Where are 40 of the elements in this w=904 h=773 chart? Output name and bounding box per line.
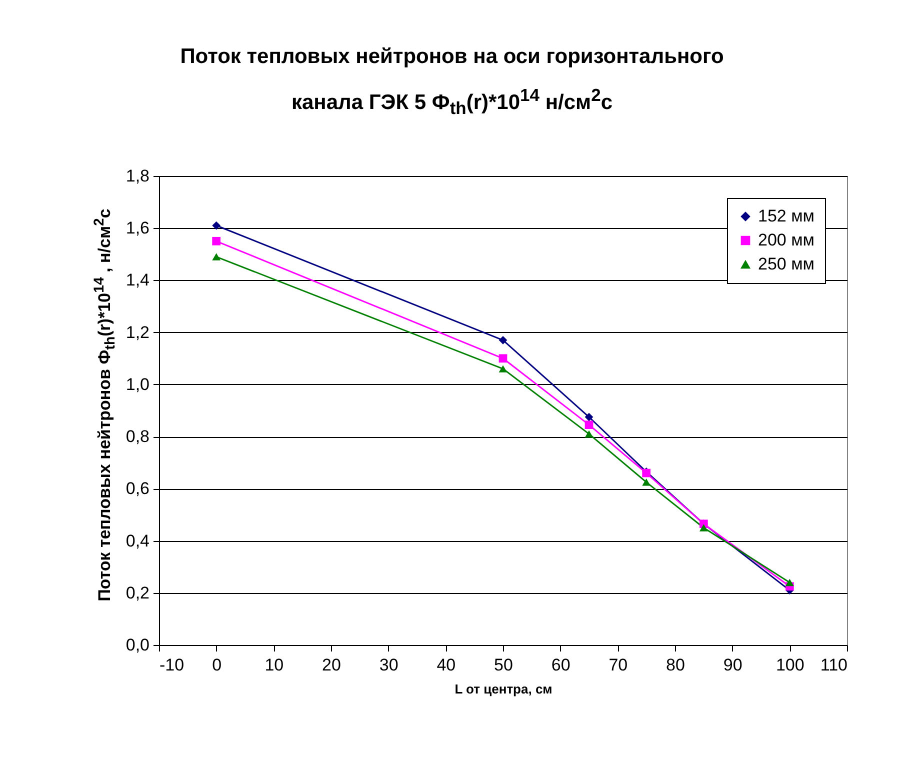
point [498,336,508,344]
x-tick-label: 110 [820,656,848,674]
legend-label: 152 мм [758,206,814,226]
x-tick-label: 100 [776,656,804,674]
x-tick-label: 40 [436,656,456,674]
point [642,478,651,486]
x-tick-label: 0 [212,656,222,674]
chart-title: Поток тепловых нейтронов на оси горизонтального канала ГЭК 5 Ф$_{th}$(r)*10$^{14}$ н/см$^{2}$с [179,44,725,120]
point [584,412,594,422]
point [212,253,221,260]
x-tick-label: 30 [379,656,398,674]
x-tick-label: 80 [666,656,685,674]
y-tick-label: 0,6 [126,479,150,498]
y-tick-label: 0,2 [126,583,150,602]
y-tick-label: 0,0 [126,636,150,654]
y-tick-label: 1,4 [126,270,150,290]
point [785,578,794,586]
y-tick-label: 1,8 [126,166,150,186]
x-tick-label: 90 [723,656,742,674]
y-tick-label: 0,4 [126,531,150,550]
point [584,430,594,438]
point [212,236,221,246]
y-tick-label: 1,0 [126,374,150,394]
x-tick-label: 10 [264,656,284,674]
x-tick-label: -10 [160,656,184,674]
x-tick-label: 20 [322,656,341,674]
x-tick-label: 60 [551,656,570,674]
point [498,354,508,363]
point [498,365,508,372]
legend-label: 200 мм [758,230,814,250]
x-tick-label: 50 [494,656,513,674]
point [212,221,221,230]
legend-label: 250 мм [758,254,814,274]
y-tick-label: 1,2 [126,322,150,342]
y-tick-label: 1,6 [126,218,150,238]
y-tick-label: 0,8 [126,427,150,446]
x-axis-title: L от центра, см [454,682,552,696]
point [699,524,708,532]
point [584,420,594,430]
x-tick-label: 70 [608,656,628,674]
